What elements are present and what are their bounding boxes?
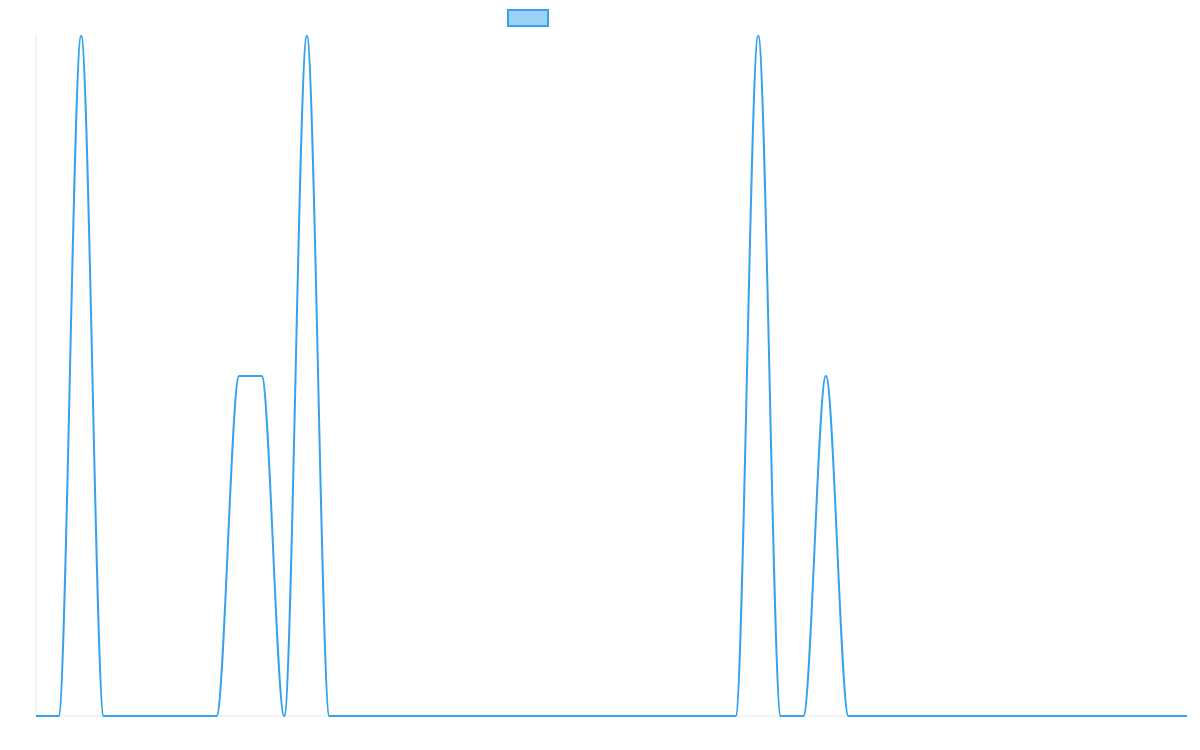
series-layer	[36, 35, 1187, 717]
series-line	[36, 35, 1187, 717]
legend[interactable]	[507, 9, 549, 27]
axes	[35, 36, 1187, 717]
legend-swatch[interactable]	[507, 9, 549, 27]
